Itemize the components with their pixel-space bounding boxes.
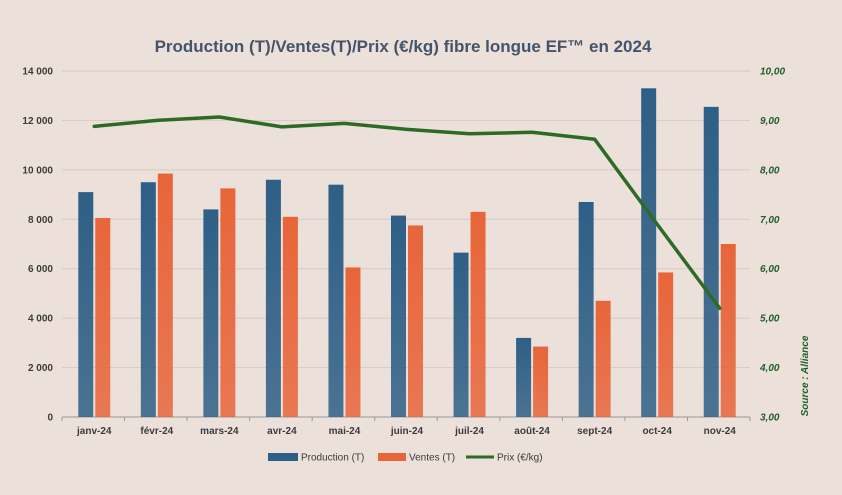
y-right-tick-label: 9,00 [760,116,780,127]
ventes-bar [533,346,549,417]
production-bar [78,192,94,417]
x-tick-label: janv-24 [76,426,112,437]
production-bar [265,179,281,417]
y-left-tick-label: 4 000 [28,314,53,325]
legend-label: Production (T) [301,453,364,464]
y-right-tick-label: 4,00 [759,363,780,374]
x-tick-label: avr-24 [267,426,297,437]
production-bar [328,184,344,417]
price-line-path [92,115,722,311]
ventes-bar [408,225,423,417]
y-right-tick-label: 6,00 [760,264,780,275]
y-left-tick-label: 8 000 [28,215,53,226]
y-left-tick-label: 2 000 [28,363,53,374]
production-bar [641,88,657,418]
ventes-bar [95,218,111,417]
source-annotation: Source : Alliance [800,335,811,416]
y-right-tick-label: 8,00 [760,165,780,176]
x-tick-label: févr-24 [140,426,173,437]
x-tick-label: août-24 [514,426,550,437]
legend-swatch [378,453,406,461]
ventes-bar [595,300,611,417]
x-tick-label: juil-24 [454,426,484,437]
x-tick-label: nov-24 [704,426,737,437]
y-left-tick-label: 14 000 [22,67,53,78]
production-bar [391,215,406,417]
chart-title: Production (T)/Ventes(T)/Prix (€/kg) fib… [155,37,652,56]
price-line [92,115,722,311]
legend-swatch [268,453,298,461]
x-tick-label: mai-24 [329,426,361,437]
y-left-tick-label: 0 [47,413,53,424]
production-bar [203,209,219,417]
ventes-bar [220,188,236,417]
legend: Production (T) Ventes (T) Prix (€/kg) [268,453,543,464]
ventes-bar [658,272,674,417]
ventes-bar [157,173,173,417]
x-tick-label: mars-24 [200,426,239,437]
x-tick-label: oct-24 [642,426,672,437]
production-bar [140,182,156,417]
y-right-tick-label: 7,00 [760,215,780,226]
production-bar [578,201,594,417]
production-bar [516,337,532,417]
bars [78,88,736,418]
y-left-tick-label: 10 000 [22,165,53,176]
x-tick-label: juin-24 [390,426,424,437]
y-right-tick-label: 10,00 [760,67,785,78]
legend-label: Ventes (T) [409,453,455,464]
y-right-tick-label: 3,00 [760,413,780,424]
ventes-bar [470,211,486,417]
production-bar [703,106,719,417]
ventes-bar [720,244,736,417]
y-left-tick-label: 6 000 [28,264,53,275]
legend-label: Prix (€/kg) [497,453,543,464]
ventes-bar [282,216,298,417]
y-left-tick-label: 12 000 [22,116,53,127]
axes: 0 2 000 4 000 6 000 8 000 10 000 12 000 14 000 3… [22,67,785,438]
ventes-bar [345,267,361,417]
y-right-tick-label: 5,00 [760,314,780,325]
production-bar [453,252,469,417]
x-tick-label: sept-24 [577,426,612,437]
